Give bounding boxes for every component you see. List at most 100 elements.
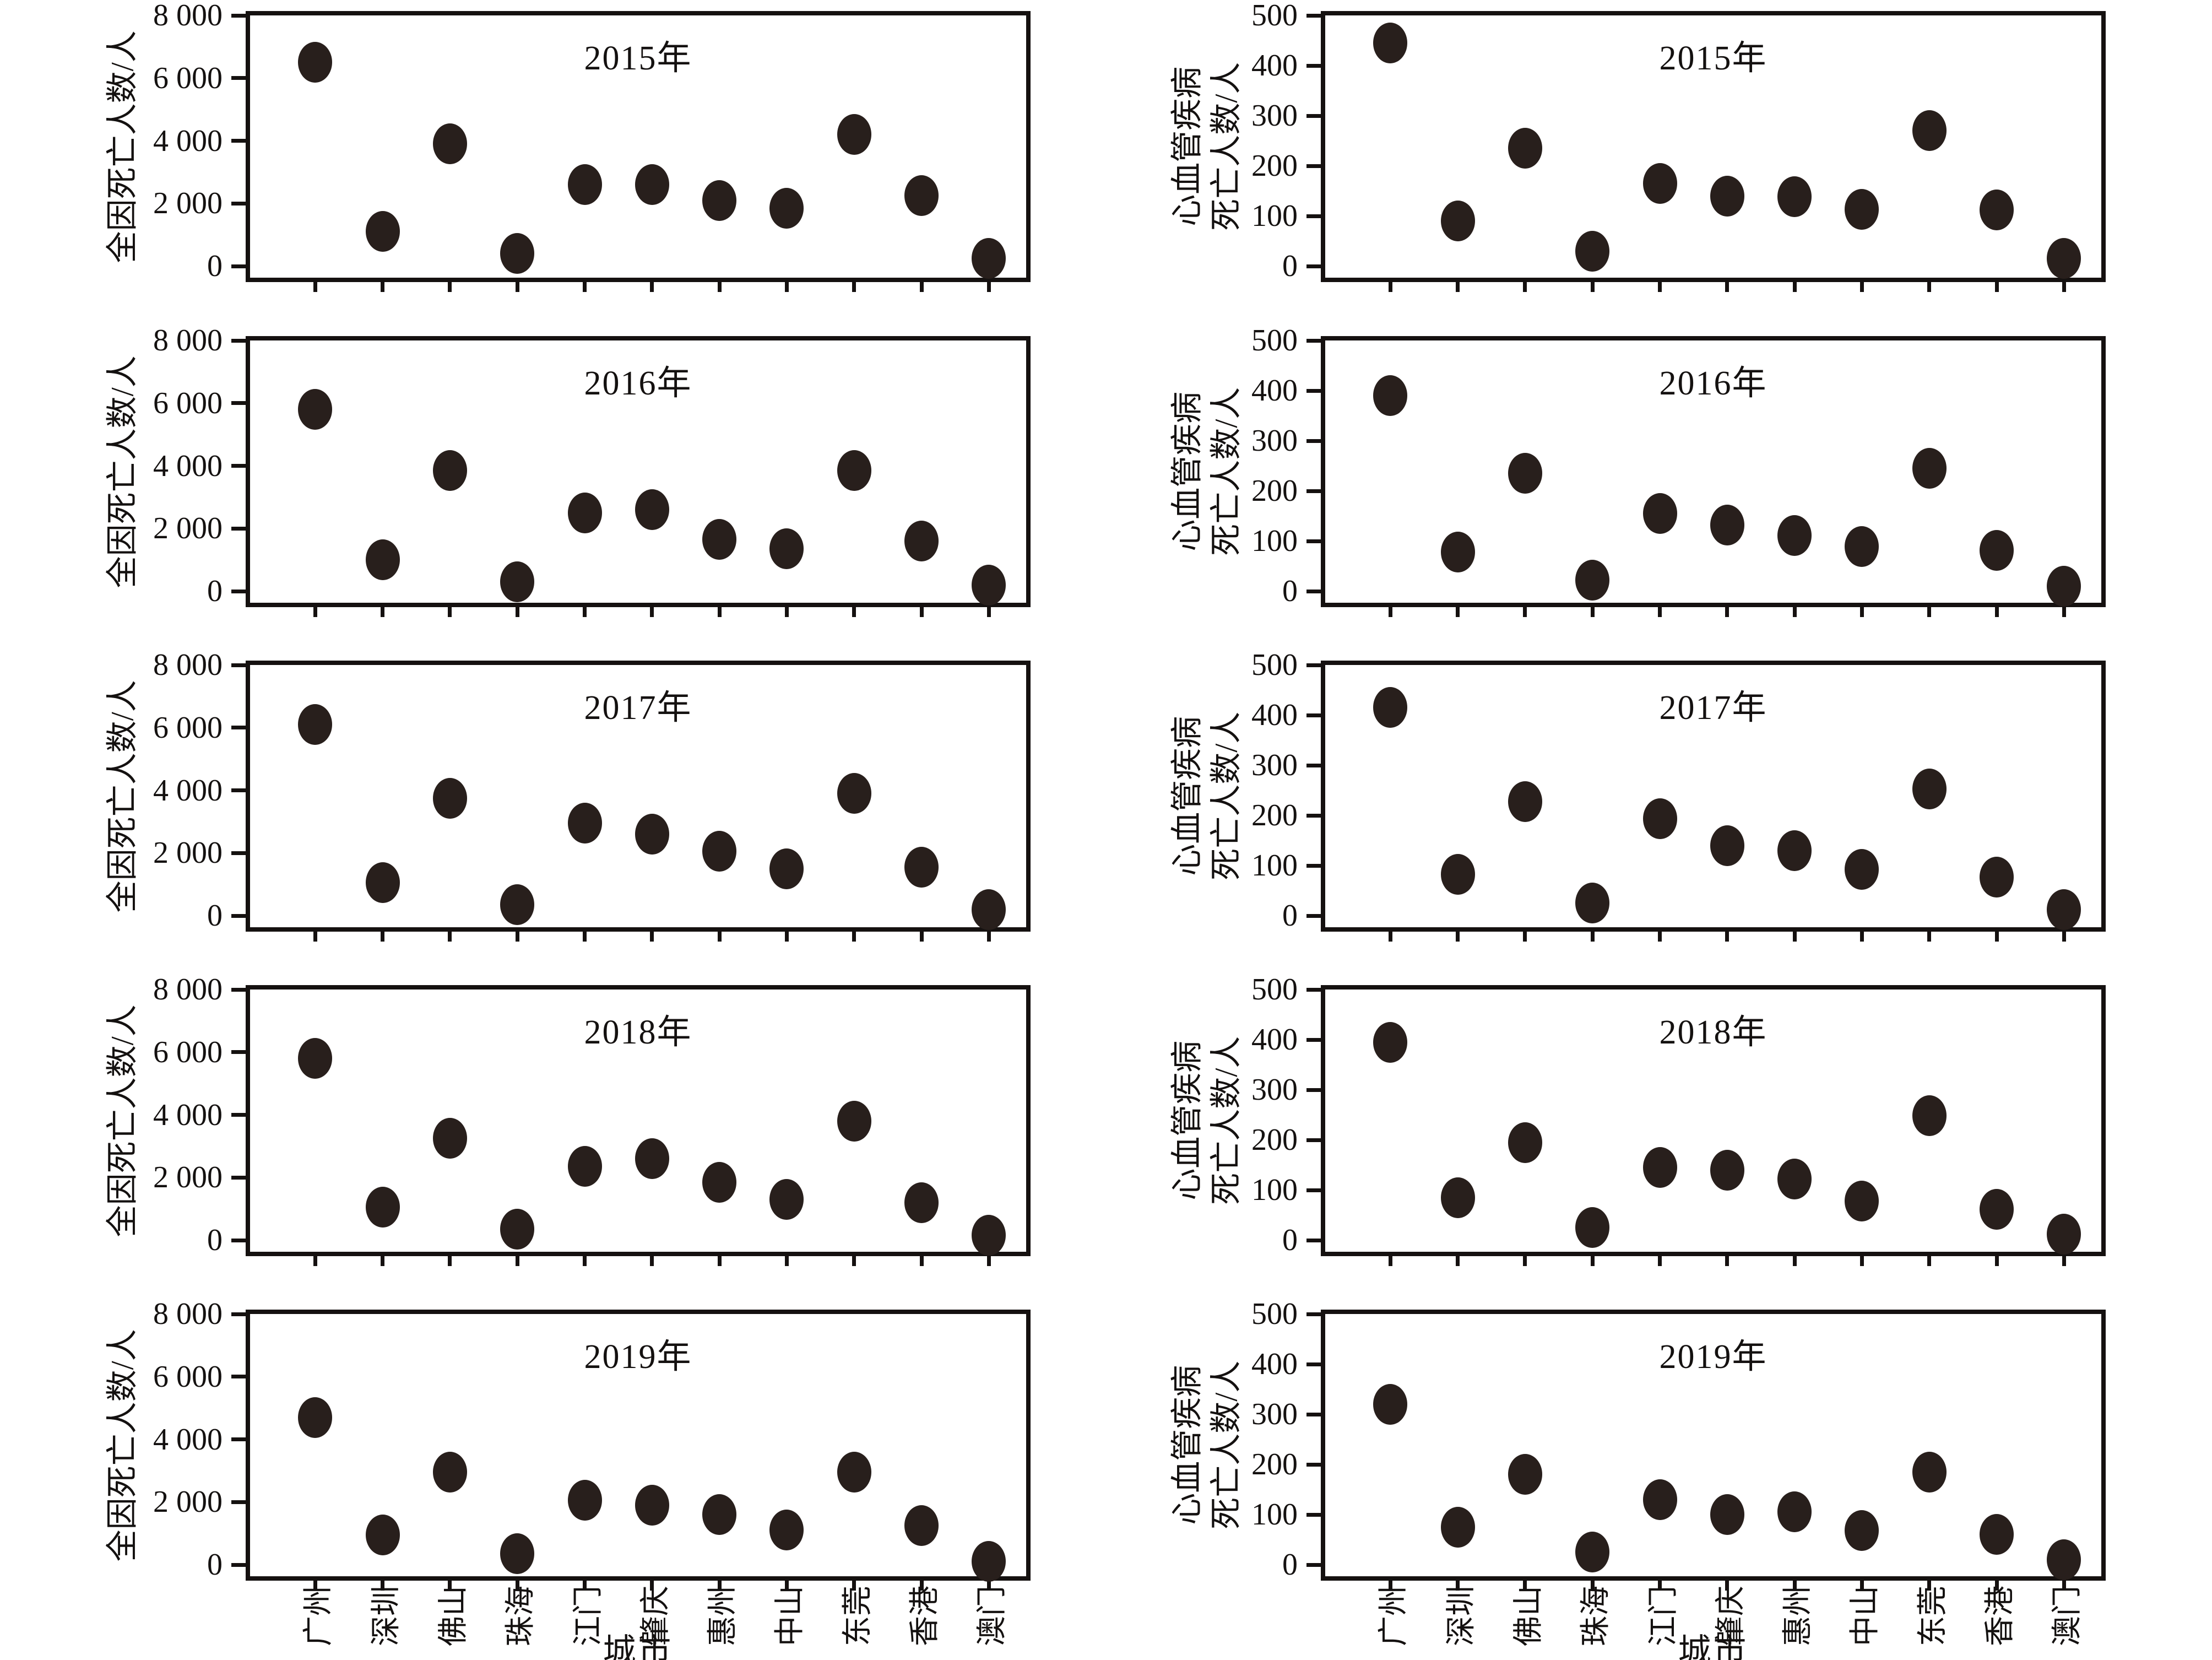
x-tick-mark (1658, 1252, 1662, 1266)
y-tick-mark (1306, 214, 1321, 218)
data-point-东莞 (837, 1100, 871, 1142)
x-tick-mark (1456, 1252, 1460, 1266)
y-axis-label: 全因死亡人数/人 (104, 30, 143, 263)
y-tick-mark (1306, 489, 1321, 493)
data-point-东莞 (837, 1452, 871, 1493)
y-tick-mark (1306, 1312, 1321, 1316)
data-point-香港 (1980, 1514, 2014, 1555)
x-tick-mark (1792, 603, 1797, 617)
x-tick-mark (717, 927, 722, 942)
x-tick-mark (919, 927, 924, 942)
y-tick-label: 8 000 (153, 972, 223, 1007)
y-tick-label: 100 (1251, 848, 1298, 883)
x-tick-mark (1456, 603, 1460, 617)
data-point-中山 (1845, 189, 1879, 230)
data-point-肇庆 (1710, 504, 1744, 545)
data-point-惠州 (1777, 515, 1812, 556)
x-tick-mark (2062, 927, 2066, 942)
y-tick-label: 400 (1251, 698, 1298, 732)
y-tick-label: 100 (1251, 1497, 1298, 1532)
scatter-plot-2015年-all-cause: 2015年 8 000 6 000 4 000 2 000 0 (153, 0, 1031, 292)
x-tick-mark (313, 603, 317, 617)
y-axis-label: 心血管疾病 死亡人数/人 (1168, 1361, 1246, 1529)
x-tick-mark (650, 1576, 654, 1591)
y-tick-label: 0 (1282, 574, 1298, 608)
y-tick-label: 500 (1251, 972, 1298, 1007)
data-point-珠海 (500, 561, 535, 602)
y-tick-mark (231, 1312, 246, 1316)
y-axis-label-box: 全因死亡人数/人 (71, 336, 175, 607)
x-tick-mark (852, 278, 856, 292)
x-tick-mark (1994, 1252, 1999, 1266)
x-tick-mark (1859, 927, 1864, 942)
data-point-澳门 (2047, 238, 2081, 279)
y-axis-label-line: 全因死亡人数/人 (104, 679, 140, 913)
data-point-东莞 (837, 450, 871, 491)
data-point-澳门 (972, 889, 1006, 930)
y-axis-label-line: 死亡人数/人 (1208, 62, 1244, 231)
y-tick-mark (1306, 1462, 1321, 1467)
data-point-珠海 (500, 1209, 535, 1250)
x-tick-mark (717, 1576, 722, 1591)
data-point-江门 (567, 803, 602, 844)
data-point-香港 (1980, 530, 2014, 571)
data-point-广州 (298, 42, 333, 83)
x-tick-mark (1994, 603, 1999, 617)
x-tick-mark (1388, 603, 1392, 617)
y-tick-mark (231, 13, 246, 18)
x-tick-mark (313, 1252, 317, 1266)
y-tick-label: 500 (1251, 648, 1298, 682)
data-point-佛山 (432, 1118, 467, 1159)
data-point-广州 (1373, 1383, 1408, 1425)
data-point-澳门 (972, 237, 1006, 279)
y-tick-label: 8 000 (153, 0, 223, 33)
y-tick-label: 400 (1251, 1347, 1298, 1381)
data-point-广州 (1373, 1021, 1408, 1063)
data-point-中山 (769, 848, 804, 889)
y-tick-label: 2 000 (153, 511, 223, 546)
data-point-江门 (567, 1146, 602, 1187)
y-tick-label: 8 000 (153, 1297, 223, 1331)
x-tick-mark (515, 927, 519, 942)
x-tick-mark (986, 927, 991, 942)
x-tick-mark (1927, 1576, 1932, 1591)
data-point-中山 (1845, 849, 1879, 890)
x-tick-mark (852, 1576, 856, 1591)
scatter-plot-2017年-cvd: 2017年 500 400 300 200 100 0 (1251, 648, 2106, 942)
data-point-珠海 (500, 884, 535, 926)
y-tick-label: 6 000 (153, 1035, 223, 1069)
x-tick-mark (448, 1576, 452, 1591)
y-axis-label-line: 死亡人数/人 (1208, 1360, 1244, 1530)
y-tick-mark (1306, 1512, 1321, 1517)
data-point-肇庆 (1710, 175, 1744, 217)
scatter-plot-2018年-cvd: 2018年 500 400 300 200 100 0 (1251, 972, 2106, 1266)
data-point-江门 (1642, 163, 1677, 204)
chart-title: 2016年 (1659, 365, 1768, 402)
x-tick-mark (1994, 1576, 1999, 1591)
data-point-惠州 (702, 1161, 737, 1203)
data-point-澳门 (972, 564, 1006, 605)
y-tick-label: 4 000 (153, 448, 223, 483)
data-point-东莞 (1912, 448, 1947, 489)
data-point-中山 (1845, 1181, 1879, 1222)
x-tick-mark (1927, 927, 1932, 942)
chart-title: 2018年 (584, 1014, 692, 1051)
data-point-江门 (567, 492, 602, 533)
x-tick-mark (717, 603, 722, 617)
data-point-肇庆 (635, 489, 669, 531)
chart-title: 2018年 (1659, 1014, 1768, 1051)
y-tick-label: 200 (1251, 798, 1298, 832)
y-tick-label: 8 000 (153, 648, 223, 682)
x-tick-mark (583, 1576, 587, 1591)
y-tick-label: 6 000 (153, 386, 223, 420)
x-tick-mark (1792, 927, 1797, 942)
y-tick-mark (231, 401, 246, 405)
x-tick-mark (1927, 603, 1932, 617)
x-tick-mark (852, 603, 856, 617)
data-point-澳门 (2047, 1214, 2081, 1255)
x-tick-mark (1725, 1576, 1730, 1591)
y-tick-mark (231, 1238, 246, 1242)
y-tick-label: 6 000 (153, 1359, 223, 1394)
y-tick-mark (231, 338, 246, 343)
